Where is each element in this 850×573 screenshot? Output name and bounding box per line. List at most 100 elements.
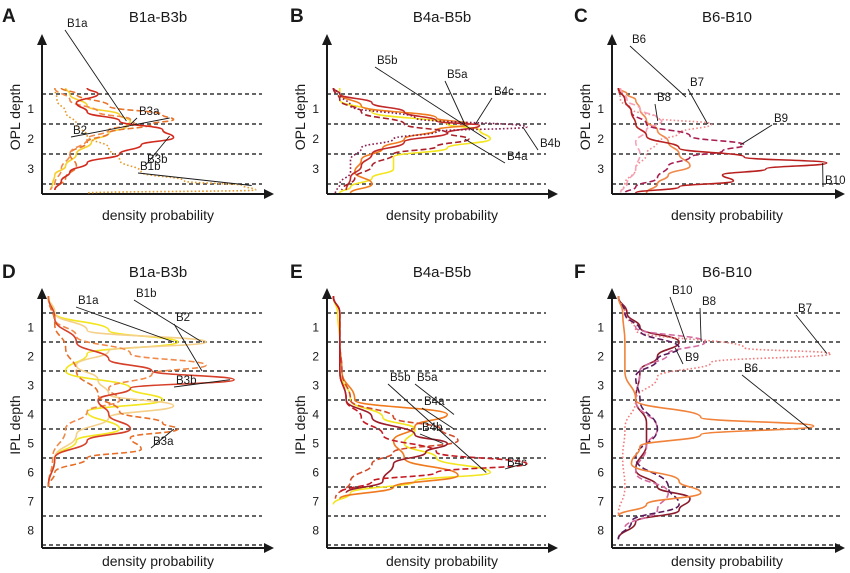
tick-label: 3	[312, 379, 319, 393]
series-line-b6	[617, 295, 815, 517]
tick-label: 6	[27, 466, 34, 480]
callout-leader	[150, 428, 175, 449]
series-line-b4b	[332, 87, 528, 194]
series-line-b7	[617, 295, 832, 517]
x-axis-arrow	[548, 543, 558, 553]
series-callout-b4b: B4b	[540, 138, 560, 150]
series-callout-b9: B9	[774, 113, 788, 125]
panel-title: B1a-B3b	[129, 9, 187, 26]
tick-label: 8	[27, 524, 34, 538]
tick-label: 1	[27, 102, 34, 116]
tick-label: 3	[312, 162, 319, 176]
series-line-b4a	[332, 87, 470, 191]
series-callout-b10: B10	[672, 285, 692, 297]
series-line-b4c	[332, 87, 481, 191]
y-axis-arrow	[37, 288, 47, 299]
panel-letter: C	[574, 6, 588, 27]
series-line-b4c	[332, 295, 528, 494]
callout-leader	[741, 374, 810, 430]
series-callout-b1b: B1b	[136, 288, 156, 300]
panel-letter: F	[574, 262, 586, 283]
tick-label: 3	[27, 379, 34, 393]
callout-leader	[133, 299, 203, 343]
tick-label: 6	[597, 466, 604, 480]
callout-leader	[795, 314, 828, 354]
tick-label: 1	[312, 321, 319, 335]
series-line-b1b	[47, 295, 207, 488]
y-axis-label: OPL depth	[577, 84, 593, 150]
panel-b: B B4a-B5b 1 2 3 OPL depth density probability B…	[290, 6, 560, 223]
series-callout-b4a: B4a	[507, 151, 528, 163]
tick-label: 6	[312, 466, 319, 480]
series-line-b2	[47, 295, 207, 488]
callout-leader	[522, 126, 539, 151]
tick-label: 1	[597, 321, 604, 335]
callout-leader	[75, 306, 175, 343]
callout-leader	[173, 379, 231, 388]
series-line-b10	[617, 87, 828, 194]
tick-label: 2	[27, 132, 34, 146]
panel-title: B4a-B5b	[413, 9, 471, 26]
y-axis-label: OPL depth	[7, 84, 23, 150]
series-line-b2	[54, 87, 175, 191]
series-callout-b7: B7	[690, 77, 704, 89]
series-line-b5a	[332, 87, 470, 194]
panel-d: D B1a-B3b 1 2 3 4 5 6 7 8 IPL depth density probabi…	[2, 262, 274, 569]
tick-label: 5	[312, 437, 319, 451]
x-axis-arrow	[264, 189, 274, 199]
x-axis-label: density probability	[102, 553, 214, 569]
series-line-b1a	[47, 295, 179, 488]
series-callout-b1a: B1a	[67, 18, 88, 30]
tick-label: 8	[597, 524, 604, 538]
series-callout-b5b: B5b	[377, 55, 397, 67]
y-axis-arrow	[607, 34, 617, 45]
tick-label: 2	[597, 132, 604, 146]
series-callout-b5b: B5b	[390, 372, 410, 384]
callout-leader	[70, 117, 170, 138]
callout-leader	[137, 172, 252, 186]
series-callout-b3b: B3b	[176, 375, 196, 387]
series-callout-b10: B10	[825, 175, 845, 187]
series-callout-b5a: B5a	[417, 372, 438, 384]
tick-label: 5	[27, 437, 34, 451]
series-callout-b6: B6	[632, 34, 646, 46]
series-line-b3a	[47, 295, 179, 488]
tick-label: 2	[27, 350, 34, 364]
series-callout-b3a: B3a	[153, 436, 174, 448]
series-line-b9	[617, 295, 680, 540]
series-line-b8	[619, 87, 663, 194]
callout-leader	[130, 117, 138, 125]
callout-leader	[504, 463, 523, 470]
series-callout-b4c: B4c	[507, 457, 527, 469]
tick-label: 4	[312, 408, 319, 422]
series-line-b1b	[54, 87, 257, 194]
series-callout-b2: B2	[176, 312, 190, 324]
panel-title: B6-B10	[702, 9, 752, 26]
callout-leader	[699, 307, 702, 343]
callout-leader	[419, 433, 444, 444]
callout-leader	[464, 138, 506, 164]
series-line-b5b	[338, 88, 492, 194]
series-callout-b6: B6	[744, 363, 758, 375]
callout-leader	[173, 323, 203, 372]
y-axis-label: IPL depth	[577, 395, 593, 454]
panel-title: B6-B10	[702, 264, 752, 281]
tick-label: 1	[597, 102, 604, 116]
panel-letter: D	[2, 262, 16, 283]
x-axis-label: density probability	[671, 207, 783, 223]
panel-letter: E	[290, 262, 303, 283]
series-callout-b1b: B1b	[140, 161, 160, 173]
callout-leader	[64, 29, 127, 122]
series-callout-b5a: B5a	[447, 69, 468, 81]
x-axis-label: density probability	[386, 207, 498, 223]
tick-label: 2	[597, 350, 604, 364]
callout-leader	[669, 296, 687, 343]
panel-e: E B4a-B5b 1 2 3 4 5 6 7 8 IPL depth density probabi…	[290, 262, 558, 569]
callout-leader	[674, 347, 684, 365]
callout-leader	[739, 124, 773, 146]
panel-letter: A	[2, 6, 16, 27]
x-axis-label: density probability	[102, 207, 214, 223]
x-axis-arrow	[548, 189, 558, 199]
series-callout-b4a: B4a	[424, 396, 445, 408]
series-line-b8	[617, 295, 706, 528]
